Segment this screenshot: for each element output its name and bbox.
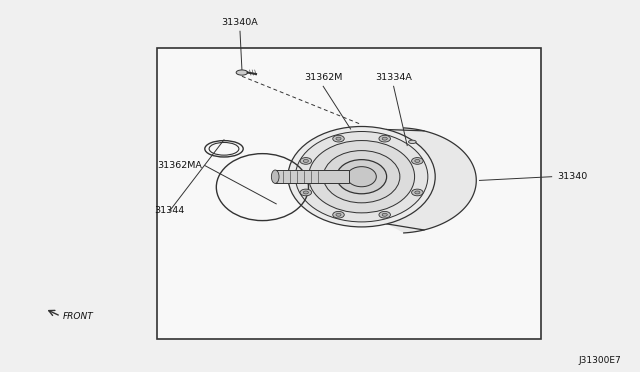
Circle shape: [303, 160, 308, 163]
Ellipse shape: [271, 170, 279, 183]
Circle shape: [336, 137, 341, 140]
Text: 31340: 31340: [557, 172, 587, 181]
Text: 31362MA: 31362MA: [157, 161, 202, 170]
Text: FRONT: FRONT: [63, 312, 93, 321]
Circle shape: [412, 158, 423, 164]
Bar: [157, 48, 541, 339]
Text: 31340A: 31340A: [221, 18, 259, 27]
Circle shape: [382, 213, 387, 216]
Ellipse shape: [323, 151, 400, 203]
Text: 31334A: 31334A: [375, 73, 412, 82]
Ellipse shape: [288, 126, 435, 227]
Circle shape: [415, 191, 420, 194]
Circle shape: [303, 191, 308, 194]
Ellipse shape: [295, 131, 428, 222]
Text: 31362M: 31362M: [304, 73, 342, 82]
Circle shape: [300, 189, 312, 196]
Ellipse shape: [347, 167, 376, 187]
Text: 31344: 31344: [154, 206, 185, 215]
Circle shape: [336, 213, 341, 216]
Bar: [275, 170, 349, 183]
Circle shape: [382, 137, 387, 140]
Circle shape: [379, 135, 390, 142]
Circle shape: [333, 135, 344, 142]
Ellipse shape: [337, 160, 387, 194]
Circle shape: [415, 160, 420, 163]
Text: J31300E7: J31300E7: [578, 356, 621, 365]
Circle shape: [379, 211, 390, 218]
Circle shape: [412, 189, 423, 196]
Polygon shape: [387, 128, 476, 233]
Ellipse shape: [308, 141, 415, 213]
Ellipse shape: [236, 70, 248, 75]
Ellipse shape: [408, 140, 416, 144]
Circle shape: [300, 158, 312, 164]
Circle shape: [333, 211, 344, 218]
